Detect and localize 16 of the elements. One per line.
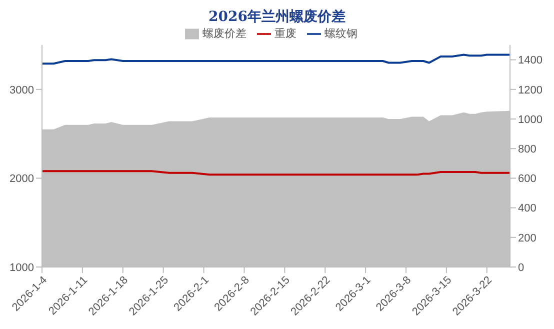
y2-tick-label: 200 <box>518 232 536 244</box>
chart-title: 2026年兰州螺废价差 <box>208 8 346 26</box>
y2-tick-label: 600 <box>518 173 536 186</box>
line-series <box>42 54 510 65</box>
y-tick-label: 1000 <box>10 262 34 274</box>
y-tick-label: 3000 <box>10 84 34 96</box>
y2-tick-label: 0 <box>518 262 524 274</box>
y2-tick-label: 800 <box>518 144 536 156</box>
y2-tick-label: 1200 <box>518 84 542 96</box>
y2-tick-label: 1400 <box>518 54 542 67</box>
y-tick-label: 2000 <box>10 173 34 186</box>
legend-label: 螺废价差 <box>202 27 246 40</box>
legend-label: 螺纹钢 <box>324 27 358 40</box>
y2-tick-label: 400 <box>518 202 536 215</box>
legend-label: 重废 <box>274 27 296 40</box>
y2-tick-label: 1000 <box>518 114 542 126</box>
